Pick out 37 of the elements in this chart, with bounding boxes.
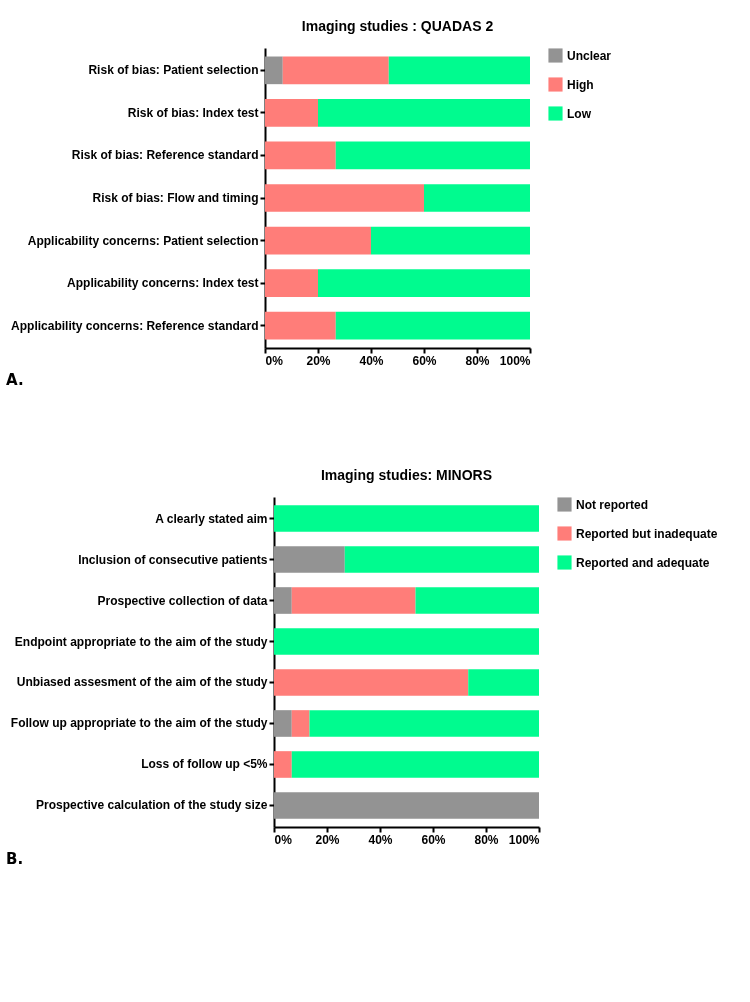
y-tick-label: Risk of bias: Flow and timing: [92, 191, 259, 205]
chart-title: Imaging studies: MINORS: [320, 467, 493, 483]
x-tick-label: 60%: [421, 832, 446, 847]
y-tick-label: Follow up appropriate to the aim of the study: [10, 716, 268, 731]
x-tick-label: 40%: [359, 353, 384, 368]
y-tick-label: Loss of follow up <5%: [141, 757, 268, 772]
y-tick-label: Applicability concerns: Index test: [67, 276, 259, 291]
x-tick-label: 0%: [265, 353, 284, 368]
y-tick-label: Risk of bias: Patient selection: [88, 63, 259, 78]
legend-label: Low: [567, 106, 592, 121]
y-tick-label: Applicability concerns: Reference standard: [11, 318, 259, 333]
x-tick-label: 100%: [499, 353, 531, 368]
x-tick-label: 20%: [306, 353, 331, 368]
y-tick-label: Applicability concerns: Patient selection: [27, 233, 259, 248]
x-tick-label: 80%: [474, 832, 499, 847]
x-tick-label: 60%: [412, 353, 437, 368]
y-tick-label: Prospective calculation of the study size: [36, 798, 268, 813]
y-tick-label: Unbiased assesment of the aim of the study: [16, 675, 268, 690]
x-tick-label: 0%: [274, 832, 293, 847]
legend-label: Reported but inadequate: [576, 526, 718, 541]
y-tick-label: Risk of bias: Reference standard: [71, 148, 259, 163]
y-tick-label: Prospective collection of data: [97, 593, 268, 608]
y-tick-label: A clearly stated aim: [155, 511, 268, 526]
chart-title: Imaging studies : QUADAS 2: [301, 18, 494, 34]
legend-label: Reported and adequate: [576, 555, 710, 570]
legend-label: Unclear: [567, 48, 612, 63]
text: A.: [6, 371, 25, 389]
y-tick-label: Endpoint appropriate to the aim of the study: [14, 634, 268, 649]
y-tick-label: Inclusion of consecutive patients: [78, 552, 268, 567]
x-tick-label: 80%: [465, 353, 490, 368]
legend-label: High: [567, 77, 594, 92]
legend-label: Not reported: [576, 497, 648, 512]
x-tick-label: 40%: [368, 832, 393, 847]
text: B.: [6, 850, 25, 868]
y-tick-label: Risk of bias: Index test: [127, 105, 259, 120]
x-tick-label: 100%: [508, 832, 540, 847]
x-tick-label: 20%: [315, 832, 340, 847]
